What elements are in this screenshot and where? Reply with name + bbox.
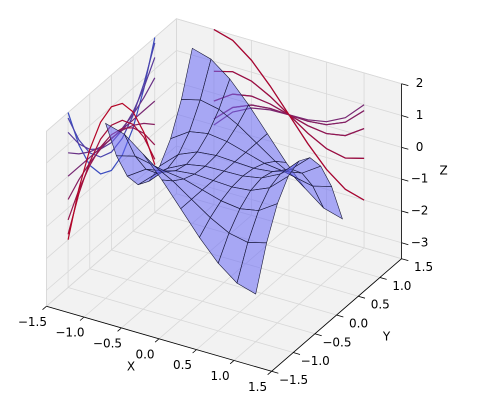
tick-mark <box>229 360 235 365</box>
wall-projection <box>67 119 156 235</box>
tick-mark <box>192 349 197 354</box>
x-tick-label: −1.0 <box>55 326 84 340</box>
grid-line <box>89 268 316 335</box>
tick-mark <box>401 115 409 118</box>
z-tick-label: −3 <box>411 235 429 249</box>
tick-mark <box>401 242 409 246</box>
wall-projection <box>213 28 365 201</box>
grid-line <box>46 145 177 259</box>
tick-mark <box>401 210 409 214</box>
wall-projection <box>67 42 156 158</box>
tick-mark <box>79 316 85 321</box>
tick-mark <box>401 146 409 150</box>
grid-line <box>111 249 337 316</box>
y-tick-label: −0.5 <box>322 335 351 349</box>
y-tick-label: −1.5 <box>279 373 308 387</box>
z-tick-label: −1 <box>411 172 429 186</box>
tick-mark <box>271 370 279 374</box>
x-tick-label: 1.0 <box>211 369 230 383</box>
wall-projection <box>67 102 156 240</box>
tick-mark <box>293 352 301 355</box>
surface-patch <box>142 153 174 182</box>
tick-mark <box>314 333 322 337</box>
tick-mark <box>42 305 47 310</box>
axis-line <box>271 258 402 372</box>
tick-mark <box>401 178 409 182</box>
axis-line <box>46 305 272 372</box>
y-tick-label: −1.0 <box>301 354 330 368</box>
z-tick-label: −2 <box>411 203 429 217</box>
grid-line <box>46 177 177 291</box>
y-tick-label: 0.5 <box>371 298 390 312</box>
tick-mark <box>379 277 387 280</box>
z-tick-label: 2 <box>416 76 424 90</box>
z-tick-label: 0 <box>416 140 424 154</box>
tick-mark <box>401 258 409 262</box>
tick-mark <box>336 314 344 318</box>
y-tick-label: 1.0 <box>392 279 411 293</box>
x-tick-label: 1.5 <box>248 380 267 394</box>
x-tick-label: 0.5 <box>173 358 192 372</box>
wall-projection <box>67 37 156 175</box>
tick-mark <box>154 338 160 343</box>
tick-mark <box>401 83 409 87</box>
x-axis-label: X <box>127 359 135 373</box>
tick-mark <box>117 327 122 332</box>
x-tick-label: −0.5 <box>93 336 122 350</box>
z-axis-label: Z <box>439 164 447 178</box>
y-tick-label: 0.0 <box>349 317 368 331</box>
x-tick-label: −1.5 <box>18 315 47 329</box>
surface-patch <box>247 203 278 244</box>
z-tick-label: 1 <box>416 108 424 122</box>
tick-mark <box>358 295 366 299</box>
y-tick-label: 1.5 <box>414 260 433 274</box>
y-axis-label: Y <box>382 330 391 344</box>
wall-projection <box>67 57 156 151</box>
x-tick-label: 0.0 <box>135 347 154 361</box>
grid-line <box>67 287 294 353</box>
tick-mark <box>267 370 272 375</box>
